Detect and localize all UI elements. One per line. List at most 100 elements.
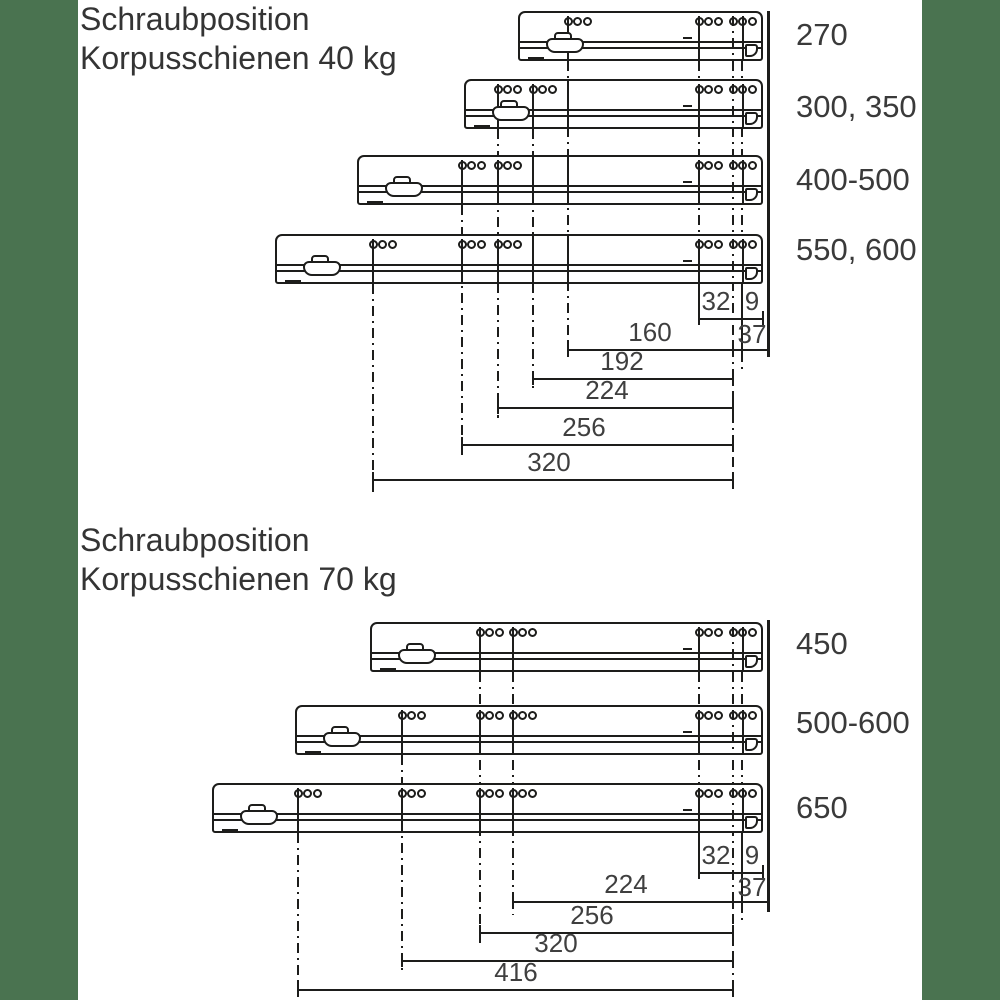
- screw-hole: [303, 789, 312, 798]
- diagram-title-40kg: Schraubposition Korpusschienen 40 kg: [80, 0, 397, 78]
- hole-axis-line: [479, 788, 481, 831]
- dimension-line: [533, 378, 733, 380]
- hole-axis-line: [698, 16, 700, 59]
- rail-bottom-tab: [285, 280, 301, 283]
- dimension-tick: [732, 953, 734, 967]
- screw-hole: [713, 240, 723, 249]
- screw-hole: [416, 789, 426, 798]
- drawer-slide-rail-450: [370, 622, 763, 672]
- hole-axis-dashed: [732, 16, 734, 59]
- hole-axis-line: [532, 84, 534, 127]
- dimension-tick: [372, 472, 374, 486]
- dimension-label: 256: [562, 412, 606, 442]
- screw-hole: [378, 240, 387, 249]
- dimension-label: 416: [494, 957, 538, 987]
- hole-axis-line: [698, 788, 700, 831]
- screw-hole: [713, 711, 723, 720]
- dimension-tick: [762, 311, 764, 325]
- screw-hole: [747, 789, 757, 798]
- dimension-tick: [741, 311, 743, 325]
- dimension-line: [402, 960, 733, 962]
- reference-axis-line: [532, 236, 534, 282]
- reference-axis-line: [567, 81, 569, 127]
- screw-hole: [704, 17, 713, 26]
- dimension-label: 320: [527, 447, 571, 477]
- screw-hole: [512, 240, 522, 249]
- screw-hole: [518, 789, 527, 798]
- front-reference-line: [766, 11, 770, 357]
- dimension-label: 320: [534, 928, 578, 958]
- dimension-tick: [732, 371, 734, 385]
- hole-axis-line: [297, 788, 299, 831]
- rail-bottom-tab: [528, 57, 544, 60]
- diagram-title-70kg: Schraubposition Korpusschienen 70 kg: [80, 521, 397, 599]
- screw-axis-dashed-line: [567, 61, 569, 360]
- hole-axis-line: [698, 239, 700, 282]
- screw-hole: [538, 85, 547, 94]
- rail-surface-mark: [683, 37, 692, 39]
- rail-bottom-tab: [305, 751, 321, 754]
- screw-axis-dashed-line: [297, 833, 299, 1000]
- hole-axis-dashed: [732, 627, 734, 670]
- drawer-slide-rail-650: [212, 783, 763, 833]
- dimension-tick: [732, 437, 734, 451]
- rail-length-label: 400-500: [796, 162, 910, 197]
- drawer-slide-rail-500-600: [295, 705, 763, 755]
- dimension-tick: [401, 953, 403, 967]
- rail-profile-line: [277, 264, 761, 266]
- rail-profile-line: [359, 185, 761, 187]
- rail-surface-mark: [683, 648, 692, 650]
- rail-length-label: 550, 600: [796, 232, 917, 267]
- screw-hole: [704, 85, 713, 94]
- screw-hole: [485, 628, 494, 637]
- dimension-tick: [732, 472, 734, 486]
- title-line: Korpusschienen 40 kg: [80, 40, 397, 76]
- hole-axis-line: [741, 160, 744, 203]
- screw-hole: [467, 240, 476, 249]
- latch-body: [240, 810, 278, 825]
- screw-hole: [713, 161, 723, 170]
- screw-axis-dashed-line: [372, 284, 374, 492]
- latch-body: [303, 261, 341, 276]
- hole-axis-line: [401, 788, 403, 831]
- hole-axis-line: [512, 788, 514, 831]
- hole-axis-line: [512, 710, 514, 753]
- rail-profile-line: [466, 109, 761, 111]
- screw-hole: [704, 161, 713, 170]
- dimension-tick: [698, 311, 700, 325]
- rail-end-hook: [745, 188, 758, 201]
- drawer-slide-rail-400-500: [357, 155, 763, 205]
- screw-hole: [547, 85, 557, 94]
- screw-axis-dashed-line: [401, 755, 403, 971]
- rail-length-label: 450: [796, 626, 848, 661]
- screw-hole: [713, 85, 723, 94]
- rail-surface-mark: [683, 260, 692, 262]
- page-edge-band-right: [922, 0, 1000, 1000]
- dimension-label: 37: [737, 319, 767, 349]
- rail-length-label: 500-600: [796, 705, 910, 740]
- dimension-tick: [532, 371, 534, 385]
- dimension-label: 37: [737, 872, 767, 902]
- dimension-label: 192: [600, 346, 644, 376]
- screw-hole: [476, 240, 486, 249]
- screw-axis-dashed-line: [741, 352, 743, 371]
- screw-hole: [713, 628, 723, 637]
- hole-axis-line: [512, 627, 514, 670]
- rail-profile-line: [214, 819, 761, 821]
- hole-axis-line: [479, 710, 481, 753]
- rail-end-hook: [745, 112, 758, 125]
- screw-hole: [747, 85, 757, 94]
- screw-axis-dashed-line: [741, 903, 743, 925]
- reference-axis-line: [567, 157, 569, 203]
- screw-hole: [407, 711, 416, 720]
- rail-end-hook: [745, 816, 758, 829]
- screw-hole: [512, 85, 522, 94]
- reference-axis-line: [567, 236, 569, 282]
- hole-axis-dashed: [732, 239, 734, 282]
- hole-axis-line: [741, 84, 744, 127]
- dimension-line: [373, 479, 733, 481]
- dimension-tick: [698, 865, 700, 879]
- rail-profile-line: [466, 115, 761, 117]
- front-reference-line: [766, 620, 770, 912]
- rail-surface-mark: [683, 181, 692, 183]
